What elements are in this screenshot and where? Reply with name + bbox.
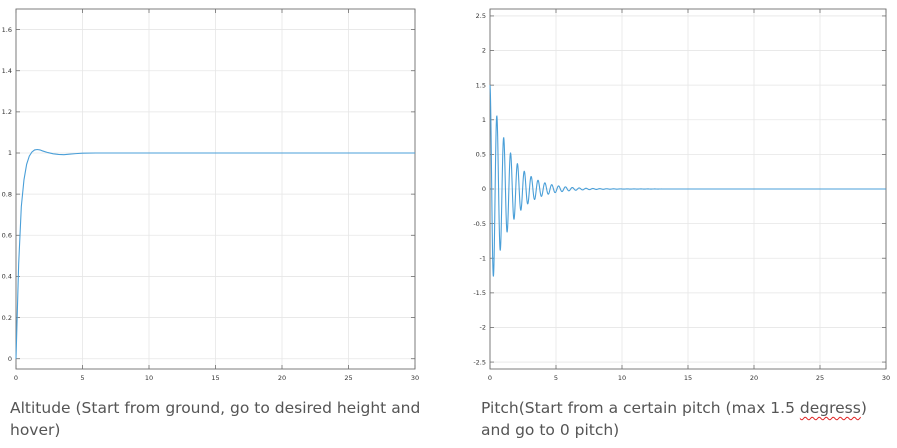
altitude-caption: Altitude (Start from ground, go to desir…	[10, 399, 421, 439]
x-tick-label: 0	[488, 374, 492, 382]
x-tick-label: 10	[145, 374, 153, 382]
y-tick-label: 1.5	[476, 81, 486, 89]
x-tick-label: 25	[344, 374, 352, 382]
y-tick-label: 1.2	[2, 108, 12, 116]
y-tick-label: 0	[482, 185, 486, 193]
y-tick-label: 1	[482, 116, 486, 124]
pitch-caption-misspelled-word: degress	[799, 399, 861, 417]
y-tick-label: 0.6	[2, 231, 12, 239]
y-tick-label: 0.8	[2, 190, 12, 198]
x-tick-label: 30	[882, 374, 890, 382]
y-tick-label: 2	[482, 47, 486, 55]
x-tick-label: 30	[411, 374, 419, 382]
y-tick-label: -1.5	[473, 289, 486, 297]
y-tick-label: 1.6	[2, 26, 12, 34]
y-tick-label: -2.5	[473, 358, 486, 366]
x-tick-label: 15	[211, 374, 219, 382]
y-tick-label: -2	[480, 324, 486, 332]
y-tick-label: -1	[480, 254, 486, 262]
x-tick-label: 20	[278, 374, 286, 382]
pitch-caption-end: ) and go to 0 pitch)	[481, 399, 867, 439]
series-line	[15, 148, 415, 359]
y-tick-label: 0	[8, 355, 12, 363]
series-line	[489, 85, 886, 277]
y-tick-label: -0.5	[473, 220, 486, 228]
y-tick-label: 0.5	[476, 151, 486, 159]
y-tick-label: 0.4	[2, 273, 12, 281]
altitude-chart: 0 5 10 15 20 25 30 0 0.2 0.4 0.6 0.8 1 1.2 1.4 1.6	[2, 8, 419, 382]
x-tick-label: 20	[750, 374, 758, 382]
pitch-caption: Pitch(Start from a certain pitch (max 1.…	[481, 397, 895, 441]
x-tick-label: 10	[618, 374, 626, 382]
x-tick-label: 0	[14, 374, 18, 382]
x-tick-label: 25	[816, 374, 824, 382]
x-tick-label: 5	[80, 374, 84, 382]
pitch-chart: 0 5 10 15 20 25 30 -2.5 -2 -1.5 -1 -0.5 0 0.5 1 1.5 2 2.5	[473, 8, 890, 382]
y-tick-label: 2.5	[476, 12, 486, 20]
x-tick-label: 15	[684, 374, 692, 382]
x-tick-label: 5	[554, 374, 558, 382]
y-tick-label: 1.4	[2, 67, 12, 75]
y-tick-label: 0.2	[2, 314, 12, 322]
pitch-caption-start: Pitch(Start from a certain pitch (max 1.…	[481, 399, 800, 417]
y-tick-label: 1	[8, 149, 12, 157]
